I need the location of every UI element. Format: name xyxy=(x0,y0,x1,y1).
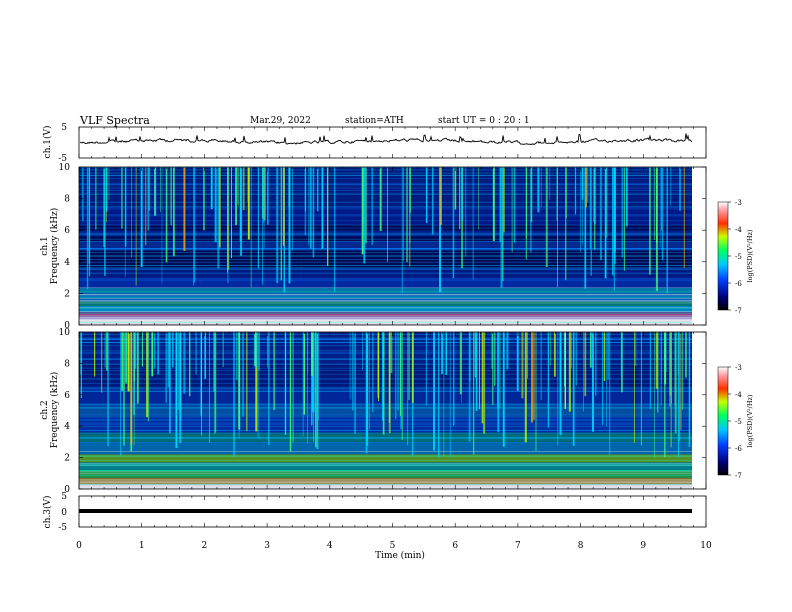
spectral-band xyxy=(79,404,692,417)
colorbar-tick-label: -7 xyxy=(735,307,742,315)
ch1-spectrogram-ylabel-line1: ch.1 xyxy=(40,236,50,255)
spectral-band xyxy=(79,441,692,455)
colorbar-tick-label: -5 xyxy=(735,418,742,426)
ch1-waveform-frame xyxy=(78,126,707,159)
ch2-spectrogram-image xyxy=(79,331,692,489)
colorbar-tick-label: -4 xyxy=(735,391,742,399)
spectral-band xyxy=(79,416,692,433)
time-tick-label: 2 xyxy=(202,541,208,551)
frequency-tick-label: 0 xyxy=(64,485,70,495)
time-tick-label: 8 xyxy=(578,541,584,551)
spectral-band xyxy=(79,312,692,317)
time-tick-label: 3 xyxy=(264,541,270,551)
ch3-ytick-bottom: -5 xyxy=(58,523,67,533)
colorbar-tick-label: -4 xyxy=(735,226,742,234)
colorbar-tick-label: -3 xyxy=(735,364,742,372)
frequency-tick-label: 4 xyxy=(64,422,70,432)
time-tick-label: 6 xyxy=(452,541,458,551)
time-axis-ticks xyxy=(78,127,707,527)
ch2-spectrogram-ylabel-line1: ch.2 xyxy=(40,400,50,419)
time-tick-label: 7 xyxy=(515,541,521,551)
ch1-colorbar-label: log(PSD)(V²/Hz) xyxy=(746,229,754,282)
frequency-tick-label: 8 xyxy=(64,359,70,369)
colorbar-tick-label: -5 xyxy=(735,253,742,261)
spectral-band xyxy=(79,277,692,288)
frequency-tick-label: 10 xyxy=(59,328,71,338)
spectral-band xyxy=(79,478,692,485)
ch1-ylabel: ch.1(V) xyxy=(42,126,53,159)
frequency-tick-label: 2 xyxy=(64,454,70,464)
ch1-ytick-top: 5 xyxy=(61,123,67,133)
ch2-spectrogram-panel: 0 2 4 6 8 10 ch.2 Frequency (kHz) xyxy=(40,328,707,495)
time-tick-label: 0 xyxy=(76,541,82,551)
spectral-band xyxy=(79,241,692,251)
frequency-tick-label: 8 xyxy=(64,195,70,205)
ch2-colorbar-gradient xyxy=(717,366,729,476)
ch3-waveform-line xyxy=(79,509,692,513)
ch2-spectrogram-yticks: 0 2 4 6 8 10 xyxy=(59,328,706,495)
ch3-ytick-top: 5 xyxy=(61,492,67,502)
ch3-ytick-mid: 0 xyxy=(61,508,67,518)
ch1-colorbar-ticks: -3 -4 -5 -6 -7 xyxy=(728,199,742,315)
time-tick-label: 1 xyxy=(139,541,145,551)
figure-title: VLF Spectra xyxy=(79,114,150,127)
colorbar-tick-label: -6 xyxy=(735,445,742,453)
ch2-colorbar-label: log(PSD)(V²/Hz) xyxy=(746,394,754,447)
ch2-spectrogram-ylabel-line2: Frequency (kHz) xyxy=(49,372,60,449)
spectral-band xyxy=(79,363,692,389)
ch2-colorbar: -3 -4 -5 -6 -7 log(PSD)(V²/Hz) xyxy=(717,364,754,480)
ch1-colorbar-gradient xyxy=(717,201,729,311)
frequency-tick-label: 2 xyxy=(64,289,70,299)
spectral-band xyxy=(79,388,692,405)
ch1-spectrogram-yticks: 0 2 4 6 8 10 xyxy=(59,163,706,331)
ch1-waveform-line xyxy=(79,133,693,146)
time-tick-label: 5 xyxy=(390,541,396,551)
spectral-band xyxy=(79,454,692,463)
spectral-band xyxy=(79,484,692,489)
spectral-band xyxy=(79,470,692,479)
time-axis-tick-labels: 0 1 2 3 4 5 6 7 8 9 10 xyxy=(76,541,712,551)
time-tick-label: 9 xyxy=(640,541,646,551)
frequency-tick-label: 4 xyxy=(64,258,70,268)
ch2-colorbar-ticks: -3 -4 -5 -6 -7 xyxy=(728,364,742,480)
frequency-tick-label: 6 xyxy=(64,226,70,236)
frequency-tick-label: 6 xyxy=(64,391,70,401)
ch1-ytick-bottom: -5 xyxy=(58,154,67,164)
station-label: station=ATH xyxy=(345,116,404,126)
ch1-spectrogram-ylabel-line2: Frequency (kHz) xyxy=(49,208,60,285)
frequency-tick-label: 0 xyxy=(64,321,70,331)
spectral-band xyxy=(79,301,692,307)
date-label: Mar.29, 2022 xyxy=(250,116,311,126)
spectral-band xyxy=(79,462,692,471)
time-tick-label: 4 xyxy=(327,541,333,551)
start-time-label: start UT = 0 : 20 : 1 xyxy=(438,116,530,126)
time-tick-label: 10 xyxy=(700,541,712,551)
colorbar-tick-label: -3 xyxy=(735,199,742,207)
time-axis-label: Time (min) xyxy=(375,550,425,561)
colorbar-tick-label: -6 xyxy=(735,280,742,288)
ch1-colorbar: -3 -4 -5 -6 -7 log(PSD)(V²/Hz) xyxy=(717,199,754,315)
frequency-tick-label: 10 xyxy=(59,163,71,173)
ch1-spectrogram-panel: 0 2 4 6 8 10 ch.1 Frequency (kHz) xyxy=(40,163,707,331)
ch1-spectrogram-image xyxy=(79,167,692,326)
ch3-ylabel: ch.3(V) xyxy=(42,496,53,529)
colorbar-tick-label: -7 xyxy=(735,472,742,480)
spectral-band xyxy=(79,287,692,294)
spectral-band xyxy=(79,306,692,313)
